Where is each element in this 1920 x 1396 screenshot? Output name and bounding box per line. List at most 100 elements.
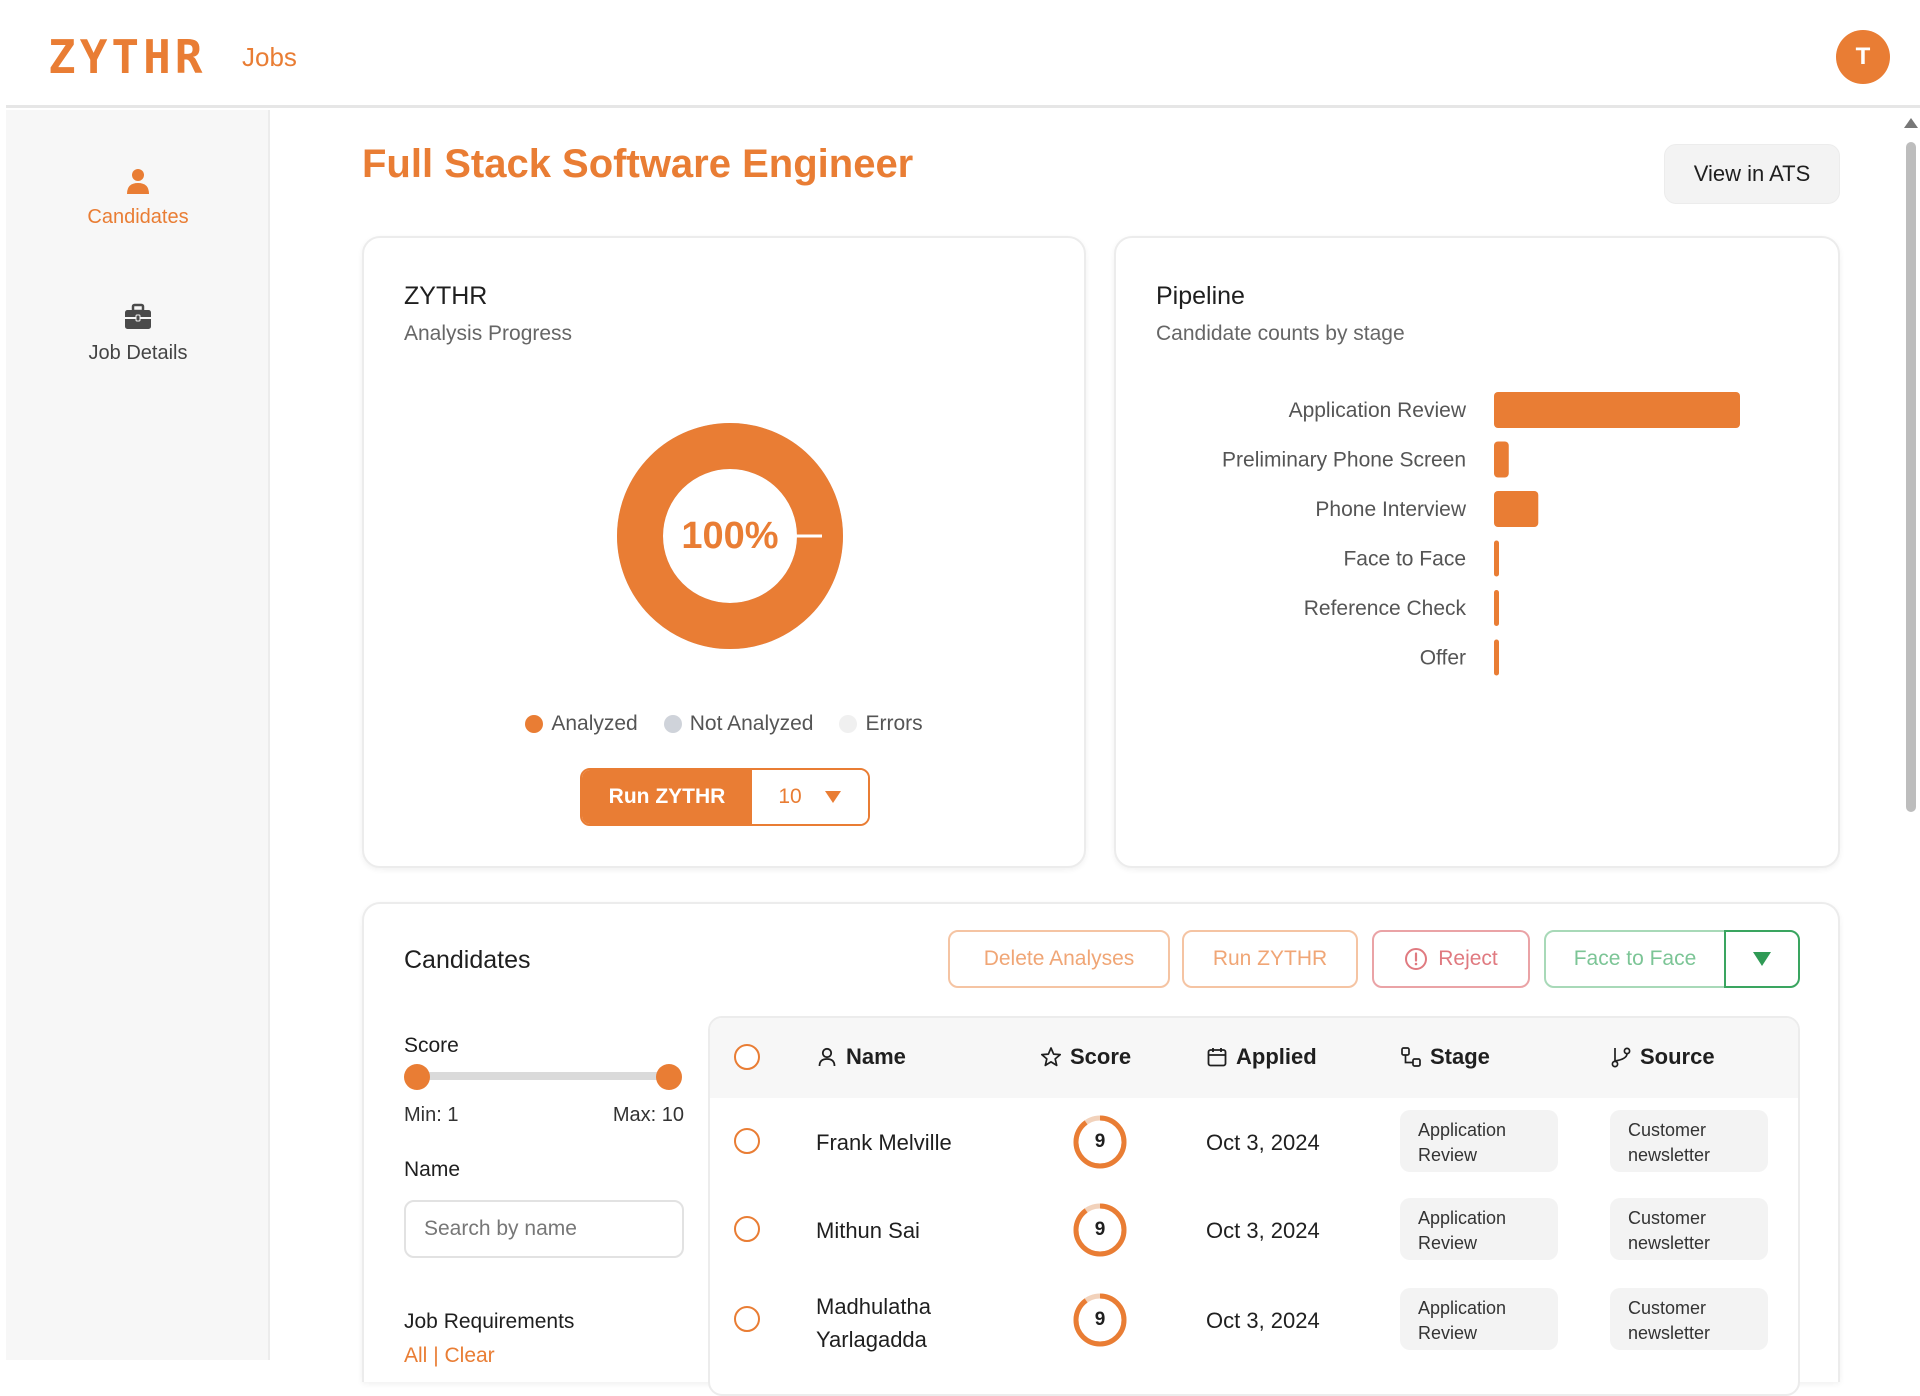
top-bar: ZYTHR Jobs T [6,0,1920,108]
reject-button-label: Reject [1438,947,1498,970]
analysis-donut-chart: 100% [612,418,848,654]
score-slider-track[interactable] [410,1072,662,1080]
legend-not-analyzed: Not Analyzed [663,712,814,736]
score-value: 9 [1094,1131,1106,1152]
pipeline-bar[interactable] [1494,590,1499,626]
stage-tag: Application Review [1400,1198,1558,1260]
run-zythr-button[interactable]: Run ZYTHR [582,770,752,824]
view-in-ats-button[interactable]: View in ATS [1664,144,1840,204]
pipeline-card: Pipeline Candidate counts by stage Appli… [1114,236,1840,868]
pipeline-category-label: Reference Check [1304,597,1467,620]
briefcase-icon [125,303,151,329]
pipeline-category-label: Phone Interview [1315,498,1466,521]
stage-tag-line: Review [1418,1323,1478,1343]
legend-label: Not Analyzed [689,712,814,735]
pipeline-category-label: Face to Face [1343,548,1466,571]
requirements-clear-link[interactable]: Clear [444,1344,495,1367]
legend-errors: Errors [839,712,923,736]
table-row[interactable]: Frank Melville 9 Oct 3, 2024 Application… [710,1098,1798,1188]
zythr-logo[interactable]: ZYTHR [48,30,206,84]
user-outline-icon [818,1047,836,1067]
row-select-radio[interactable] [734,1216,760,1242]
name-filter-label: Name [404,1158,461,1181]
page-scrollbar[interactable] [1900,112,1920,1360]
pipeline-category-label: Offer [1420,647,1466,670]
legend-dot-not-analyzed [663,715,682,733]
row-select-radio[interactable] [734,1306,760,1332]
score-ring: 9 [1072,1202,1128,1258]
candidate-name[interactable]: Madhulatha Yarlagadda [816,1290,931,1356]
analysis-card-subtitle: Analysis Progress [404,322,573,345]
scrollbar-thumb[interactable] [1906,142,1916,812]
table-row[interactable]: Mithun Sai 9 Oct 3, 2024 Application Rev… [710,1188,1798,1278]
source-tag-line: newsletter [1628,1145,1711,1165]
stage-tag: Application Review [1400,1288,1558,1350]
stage-tag-line: Review [1418,1145,1478,1165]
score-slider-max-handle[interactable] [656,1064,682,1090]
git-branch-icon [1611,1047,1631,1068]
column-header-source[interactable]: Source [1610,1044,1715,1070]
legend-dot-analyzed [525,715,544,733]
run-count-value: 10 [778,785,802,808]
row-select-radio[interactable] [734,1128,760,1154]
stage-tag-line: Application [1418,1298,1507,1318]
pipeline-card-title: Pipeline [1156,282,1245,310]
pipeline-bar[interactable] [1494,491,1539,527]
candidate-name-line: Yarlagadda [816,1327,927,1352]
pipeline-bar-chart: Application Review Preliminary Phone Scre… [1222,392,1740,676]
score-value: 9 [1094,1219,1106,1240]
score-ring: 9 [1072,1114,1128,1170]
column-header-label: Source [1640,1044,1715,1069]
score-ring: 9 [1072,1292,1128,1348]
candidates-card-title: Candidates [404,946,531,974]
run-zythr-control: Run ZYTHR 10 [580,768,870,826]
user-avatar[interactable]: T [1836,30,1890,84]
legend-label: Analyzed [551,712,638,735]
stage-dropdown-toggle[interactable] [1724,930,1800,988]
stage-tag-line: Application [1418,1120,1507,1140]
delete-analyses-button[interactable]: Delete Analyses [948,930,1170,988]
source-tag-line: Customer [1628,1208,1707,1228]
requirements-all-link[interactable]: All [404,1344,428,1367]
name-search-input[interactable] [404,1200,684,1258]
table-row[interactable]: Madhulatha Yarlagadda 9 Oct 3, 2024 Appl… [710,1278,1798,1368]
reject-button[interactable]: Reject [1372,930,1530,988]
select-all-radio[interactable] [734,1044,760,1070]
star-outline-icon [1040,1047,1062,1067]
column-header-label: Name [846,1044,906,1069]
calendar-icon [1207,1048,1227,1067]
score-max-readout: Max: 10 [612,1104,684,1126]
move-stage-button[interactable]: Face to Face [1544,930,1726,988]
candidate-name[interactable]: Frank Melville [816,1130,952,1155]
pipeline-card-subtitle: Candidate counts by stage [1156,322,1405,345]
source-tag-line: Customer [1628,1120,1707,1140]
alert-circle-icon [1405,948,1428,970]
sidebar-item-job-details[interactable]: Job Details [6,302,270,365]
candidate-name[interactable]: Mithun Sai [816,1218,920,1243]
nav-jobs-link[interactable]: Jobs [242,42,297,72]
logo-text: ZYTHR [48,30,207,84]
job-requirements-label: Job Requirements [404,1310,575,1333]
column-header-applied[interactable]: Applied [1206,1044,1317,1070]
pipeline-bar[interactable] [1494,441,1509,478]
column-header-label: Applied [1236,1044,1317,1069]
workflow-icon [1401,1047,1421,1067]
score-slider-min-handle[interactable] [404,1064,430,1090]
pipeline-bar[interactable] [1494,540,1499,577]
pipeline-bar[interactable] [1494,392,1740,428]
sidebar-item-label: Candidates [87,206,189,228]
bulk-run-zythr-button[interactable]: Run ZYTHR [1182,930,1358,988]
requirements-links: All | Clear [404,1344,495,1368]
candidate-name-line: Madhulatha [816,1294,931,1319]
column-header-stage[interactable]: Stage [1400,1044,1490,1070]
column-header-name[interactable]: Name [816,1044,906,1070]
run-count-select[interactable]: 10 [752,770,868,824]
sidebar-item-candidates[interactable]: Candidates [6,166,270,229]
pipeline-bar[interactable] [1494,639,1499,676]
pipeline-category-label: Preliminary Phone Screen [1222,449,1466,472]
column-header-score[interactable]: Score [1040,1044,1131,1070]
sidebar-item-label: Job Details [88,342,188,364]
stage-tag-line: Application [1418,1208,1507,1228]
scroll-up-arrow-icon[interactable] [1904,118,1918,128]
page-title: Full Stack Software Engineer [362,142,914,186]
